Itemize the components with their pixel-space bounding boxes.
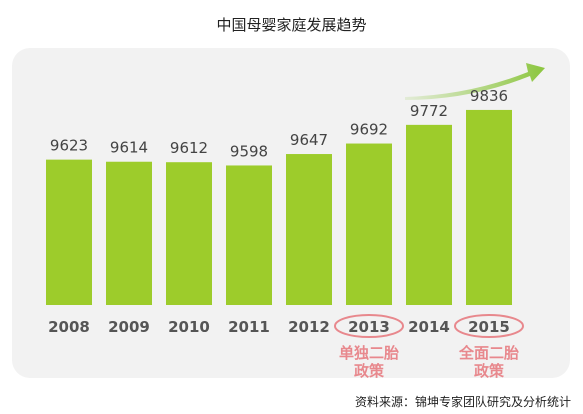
value-label-2014: 9772	[410, 102, 448, 120]
bar-2014	[406, 124, 452, 305]
year-label-2008: 2008	[48, 318, 90, 336]
bar-2008	[46, 159, 92, 305]
policy-annotation-2013-line-1: 单独二胎	[339, 344, 399, 362]
year-label-2012: 2012	[288, 318, 330, 336]
year-label-2010: 2010	[168, 318, 210, 336]
value-label-2009: 9614	[110, 139, 148, 157]
year-label-2013: 2013	[348, 318, 390, 336]
bar-2011	[226, 165, 272, 305]
value-label-2015: 9836	[470, 87, 508, 105]
chart-title: 中国母婴家庭发展趋势	[216, 16, 367, 34]
highlight-ring-2013	[334, 314, 404, 338]
year-label-2011: 2011	[228, 318, 270, 336]
policy-annotation-2015-line-1: 全面二胎	[458, 344, 519, 362]
arrow-up-right-icon	[405, 63, 545, 100]
source-note: 资料来源：锦坤专家团队研究及分析统计	[354, 395, 571, 409]
bar-2013	[346, 143, 392, 305]
policy-annotation-2015-line-2: 政策	[474, 362, 505, 380]
trend-arrow	[405, 63, 545, 100]
policy-annotation-2013-line-2: 政策	[354, 362, 385, 380]
value-label-2008: 9623	[50, 137, 88, 155]
bar-2009	[106, 161, 152, 305]
year-label-2015: 2015	[468, 318, 510, 336]
year-label-2009: 2009	[108, 318, 150, 336]
value-label-2011: 9598	[230, 142, 268, 160]
bar-2010	[166, 162, 212, 305]
bar-2015	[466, 109, 512, 305]
highlight-ring-2015	[454, 314, 524, 338]
value-label-2010: 9612	[170, 139, 208, 157]
bar-2012	[286, 154, 332, 305]
value-label-2013: 9692	[350, 121, 388, 139]
value-label-2012: 9647	[290, 131, 328, 149]
year-label-2014: 2014	[408, 318, 450, 336]
